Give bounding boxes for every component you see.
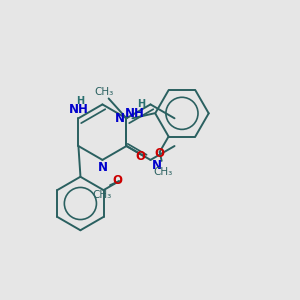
Text: NH: NH: [68, 103, 88, 116]
Text: O: O: [112, 174, 122, 187]
Text: H: H: [76, 97, 85, 106]
Text: N: N: [152, 159, 161, 172]
Text: NH: NH: [124, 107, 144, 120]
Text: CH₃: CH₃: [92, 190, 112, 200]
Text: N: N: [115, 112, 124, 125]
Text: H: H: [137, 99, 146, 110]
Text: O: O: [135, 150, 146, 164]
Text: CH₃: CH₃: [94, 86, 113, 97]
Text: O: O: [155, 147, 165, 161]
Text: N: N: [98, 161, 107, 174]
Text: CH₃: CH₃: [153, 167, 172, 177]
